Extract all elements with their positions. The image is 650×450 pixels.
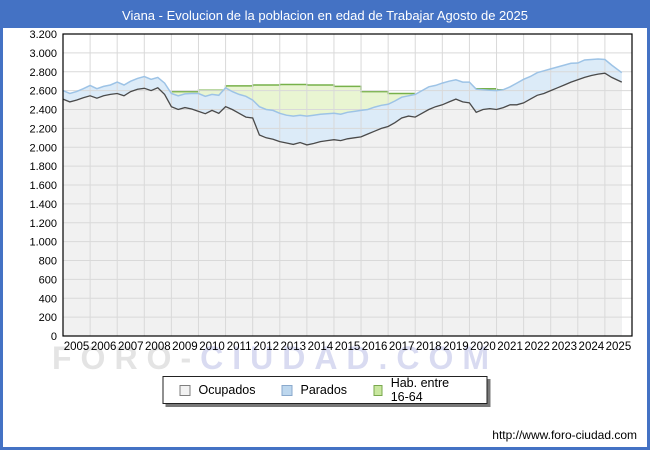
y-tick-label: 1.200: [29, 218, 57, 230]
y-tick-label: 800: [39, 256, 57, 268]
x-tick-label: 2010: [199, 341, 225, 353]
y-tick-label: 1.000: [29, 237, 57, 249]
y-tick-label: 1.800: [29, 161, 57, 173]
y-tick-label: 1.600: [29, 180, 57, 192]
y-tick-label: 200: [39, 312, 57, 324]
legend-item: Hab. entre 16-64: [373, 376, 470, 404]
x-tick-label: 2005: [64, 341, 90, 353]
x-tick-label: 2014: [308, 341, 334, 353]
y-tick-label: 1.400: [29, 199, 57, 211]
legend-item: Ocupados: [179, 383, 256, 397]
y-tick-label: 2.200: [29, 123, 57, 135]
y-tick-label: 2.000: [29, 142, 57, 154]
x-tick-label: 2009: [172, 341, 198, 353]
x-tick-label: 2018: [416, 341, 442, 353]
legend-label: Parados: [300, 383, 348, 397]
x-tick-label: 2023: [551, 341, 577, 353]
x-tick-label: 2016: [362, 341, 388, 353]
y-tick-label: 3.200: [29, 29, 57, 41]
x-tick-label: 2024: [579, 341, 605, 353]
x-tick-label: 2022: [524, 341, 550, 353]
x-tick-label: 2007: [118, 341, 144, 353]
y-tick-label: 2.600: [29, 86, 57, 98]
legend-item: Parados: [281, 383, 347, 397]
x-tick-label: 2013: [281, 341, 307, 353]
legend-label: Ocupados: [198, 383, 256, 397]
x-tick-label: 2011: [227, 341, 252, 353]
y-tick-label: 3.000: [29, 48, 57, 60]
x-tick-label: 2020: [470, 341, 496, 353]
x-tick-label: 2012: [253, 341, 279, 353]
series-area-ocupados: [63, 73, 622, 336]
legend-swatch-1: [281, 384, 293, 396]
y-tick-label: 600: [39, 274, 57, 286]
series-line-ocupados: [62, 72, 623, 146]
x-tick-label: 2006: [91, 341, 117, 353]
x-tick-label: 2019: [443, 341, 469, 353]
y-tick-label: 2.400: [29, 105, 57, 117]
footer-url: http://www.foro-ciudad.com: [492, 428, 637, 442]
x-tick-label: 2015: [335, 341, 361, 353]
watermark: FORO-CIUDAD.COM: [52, 340, 498, 377]
legend: Ocupados Parados Hab. entre 16-64: [162, 376, 488, 404]
y-tick-label: 2.800: [29, 67, 57, 79]
title-bar: Viana - Evolucion de la poblacion en eda…: [3, 3, 647, 28]
x-tick-label: 2008: [145, 341, 171, 353]
y-tick-label: 0: [51, 331, 57, 343]
watermark-part2: CIUDAD.COM: [200, 340, 499, 376]
x-tick-label: 2025: [606, 341, 632, 353]
x-tick-label: 2021: [497, 341, 523, 353]
plot-border: [62, 33, 633, 337]
y-tick-label: 400: [39, 293, 57, 305]
series-line-parados: [62, 58, 623, 117]
x-tick-label: 2017: [389, 341, 415, 353]
legend-swatch-2: [373, 384, 383, 396]
chart-title: Viana - Evolucion de la poblacion en eda…: [122, 8, 528, 23]
watermark-part1: FORO-: [52, 340, 201, 376]
legend-label: Hab. entre 16-64: [390, 376, 450, 404]
legend-swatch-0: [179, 384, 191, 396]
